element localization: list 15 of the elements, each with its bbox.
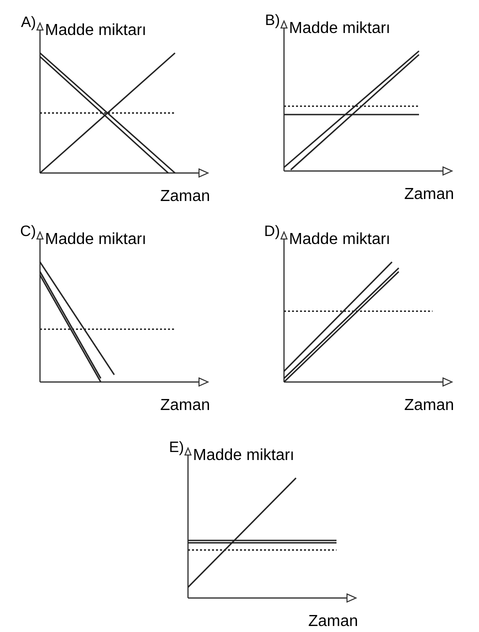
chart-title: D): [264, 223, 280, 240]
chart-title: C): [20, 223, 36, 240]
y-axis-title: Madde miktarı: [289, 20, 390, 37]
y-axis-title: Madde miktarı: [193, 447, 294, 464]
x-axis-title: Zaman: [404, 397, 454, 414]
x-axis-title: Zaman: [308, 613, 358, 630]
y-axis-title: Madde miktarı: [45, 231, 146, 248]
x-axis-title: Zaman: [160, 397, 210, 414]
x-axis-title: Zaman: [404, 186, 454, 203]
x-axis-title: Zaman: [160, 188, 210, 205]
y-axis-title: Madde miktarı: [289, 231, 390, 248]
y-axis-title: Madde miktarı: [45, 22, 146, 39]
chart-title: B): [265, 12, 280, 29]
chart-title: A): [21, 14, 36, 31]
chart-title: E): [169, 439, 184, 456]
